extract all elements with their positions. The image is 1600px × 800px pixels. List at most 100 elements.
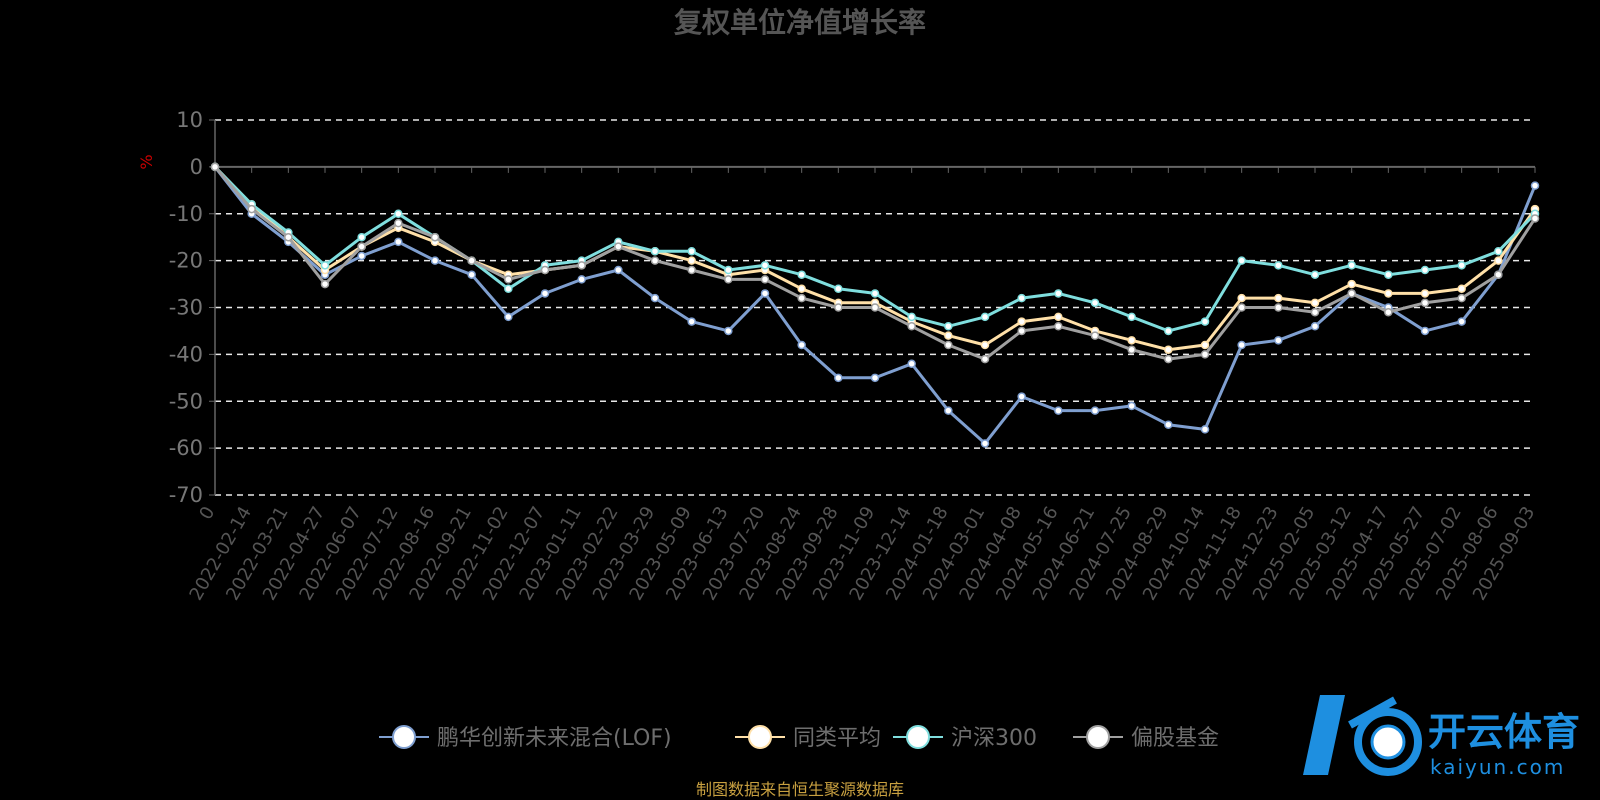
data-point	[907, 322, 916, 331]
data-point	[394, 218, 403, 228]
logo-subtext: kaiyun.com	[1430, 755, 1565, 779]
data-point	[1200, 350, 1210, 359]
data-point	[1494, 270, 1503, 279]
data-point	[1384, 270, 1393, 279]
y-tick-labels: 10 0 -10 -20 -30 -40 -50 -60 -70	[169, 108, 203, 507]
data-point	[540, 265, 550, 275]
data-point	[614, 242, 623, 251]
legend-item-3[interactable]: 偏股基金	[1073, 725, 1219, 751]
data-point	[760, 289, 770, 298]
data-point	[870, 373, 880, 383]
data-point	[394, 209, 403, 218]
data-point	[1310, 322, 1320, 331]
legend-label: 沪深300	[951, 726, 1037, 751]
data-point	[944, 322, 953, 331]
data-point	[1164, 345, 1173, 354]
legend-item-1[interactable]: 同类平均	[735, 725, 881, 751]
data-point	[1420, 298, 1430, 308]
data-point	[1274, 336, 1283, 345]
y-tick-label: -70	[169, 483, 203, 507]
data-point	[870, 289, 880, 298]
data-point	[504, 312, 513, 322]
data-point	[687, 265, 696, 275]
data-point	[797, 270, 806, 279]
legend-item-2[interactable]: 沪深300	[893, 725, 1037, 751]
logo-text: 开云体育	[1428, 710, 1580, 754]
data-point	[210, 162, 220, 172]
data-point	[577, 275, 586, 284]
y-tick-label: 10	[176, 108, 203, 132]
data-point	[1237, 340, 1246, 350]
data-point	[1457, 261, 1466, 270]
legend-label: 偏股基金	[1131, 726, 1219, 751]
data-point	[797, 284, 806, 293]
legend-marker-icon	[748, 725, 772, 749]
data-point	[577, 261, 586, 270]
y-tick-label: -20	[169, 249, 203, 273]
legend[interactable]: 鹏华创新未来混合(LOF) 同类平均 沪深300 偏股基金	[379, 725, 1219, 751]
data-point	[944, 340, 953, 350]
data-point	[1237, 303, 1246, 312]
data-point	[1090, 298, 1100, 308]
data-point	[724, 275, 733, 284]
data-point	[504, 275, 513, 284]
legend-item-0[interactable]: 鹏华创新未来混合(LOF)	[379, 725, 672, 751]
data-point	[907, 312, 916, 322]
data-point	[504, 284, 513, 293]
data-point	[1237, 293, 1246, 303]
data-point	[834, 373, 843, 383]
data-point	[760, 275, 770, 284]
data-point	[1017, 317, 1026, 326]
data-point	[614, 265, 623, 275]
data-point	[1054, 289, 1063, 298]
data-point	[1384, 307, 1393, 317]
data-point	[797, 293, 806, 303]
data-point	[1200, 340, 1210, 350]
data-point	[357, 251, 366, 261]
data-point	[650, 247, 660, 256]
legend-label: 同类平均	[793, 726, 881, 751]
y-tick-label: -50	[169, 389, 203, 413]
data-point	[687, 317, 696, 326]
data-point	[284, 232, 293, 242]
data-point	[430, 232, 440, 242]
data-point	[980, 439, 990, 448]
data-point	[394, 237, 403, 247]
data-point	[1384, 289, 1393, 298]
data-point	[1310, 307, 1320, 317]
data-point	[687, 247, 696, 256]
data-point	[1347, 279, 1356, 289]
y-tick-label: -30	[169, 296, 203, 320]
y-tick-label: -40	[169, 342, 203, 366]
data-point	[1494, 247, 1503, 256]
data-point	[724, 265, 733, 275]
data-point	[320, 279, 330, 289]
data-point	[1530, 181, 1540, 190]
data-point	[467, 270, 476, 279]
data-point	[1054, 322, 1063, 331]
data-point	[1127, 401, 1136, 411]
data-point	[1017, 326, 1026, 336]
data-point	[1237, 256, 1246, 265]
legend-marker-icon	[392, 725, 416, 749]
data-source-note: 制图数据来自恒生聚源数据库	[696, 780, 904, 799]
data-point	[980, 312, 990, 322]
data-point	[1420, 265, 1430, 275]
data-point	[1274, 303, 1283, 312]
x-tick-labels: 02022-02-142022-03-212022-04-272022-06-0…	[186, 503, 1540, 604]
data-point	[1164, 354, 1173, 364]
legend-marker-icon	[906, 725, 930, 749]
data-point	[357, 232, 366, 242]
data-point	[1274, 293, 1283, 303]
data-point	[1164, 420, 1173, 429]
data-point	[320, 261, 330, 270]
data-point	[1017, 293, 1026, 303]
data-point	[1090, 406, 1100, 415]
data-point	[1200, 425, 1210, 434]
logo-mark-icon	[1303, 695, 1422, 776]
data-point	[760, 261, 770, 270]
data-point	[247, 204, 256, 214]
data-point	[724, 326, 733, 336]
logo: 开云体育 kaiyun.com	[1303, 695, 1580, 779]
